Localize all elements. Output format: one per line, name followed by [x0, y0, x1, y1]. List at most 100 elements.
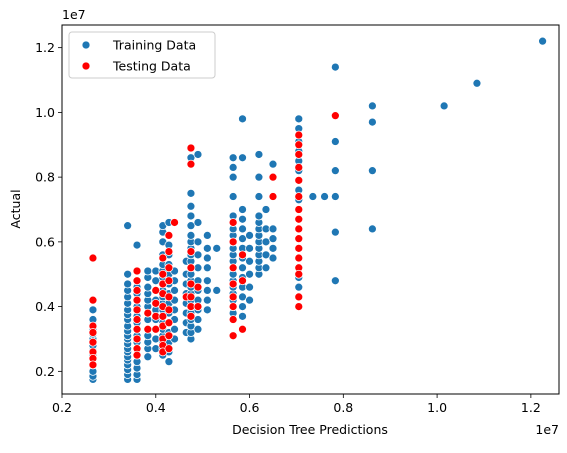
data-point [368, 224, 377, 234]
data-point [164, 331, 174, 341]
legend: Training Data Testing Data [68, 31, 216, 79]
data-point [228, 315, 238, 324]
data-point [294, 234, 304, 244]
data-point [158, 253, 168, 263]
data-point [132, 305, 142, 315]
data-point [294, 205, 304, 214]
data-point [254, 150, 264, 159]
data-point [158, 311, 168, 321]
y-axis-ticks: 0.2 0.4 0.6 0.8 1.0 1.2 [35, 40, 62, 379]
x-tick-label: 0.6 [240, 400, 260, 415]
data-point [228, 218, 238, 227]
data-point [212, 286, 222, 295]
data-point [368, 166, 377, 176]
data-point [88, 328, 98, 337]
data-point [261, 263, 271, 273]
data-point [238, 205, 247, 214]
chart-markers [88, 36, 547, 384]
data-point [330, 227, 340, 237]
legend-label-testing: Testing Data [112, 59, 191, 74]
data-point [202, 295, 212, 305]
data-point [164, 276, 174, 286]
y-tick-label: 1.2 [35, 40, 55, 55]
data-point [186, 221, 196, 231]
data-point [186, 159, 196, 169]
data-point [202, 276, 212, 286]
data-point [143, 308, 153, 318]
data-point [132, 286, 142, 295]
data-point [88, 253, 98, 263]
data-point [330, 192, 340, 201]
data-point [186, 292, 196, 302]
y-tick-label: 0.8 [35, 170, 55, 185]
x-tick-label: 0.4 [146, 400, 166, 415]
data-point [308, 192, 318, 201]
data-point [294, 253, 304, 263]
data-point [202, 243, 212, 253]
data-point [132, 266, 142, 276]
data-point [88, 305, 98, 315]
data-point [245, 243, 254, 253]
data-point [294, 224, 304, 234]
data-point [186, 279, 196, 289]
x-axis-offset-label: 1e7 [535, 422, 559, 437]
data-point [202, 263, 212, 273]
data-point [238, 311, 247, 321]
data-point [245, 282, 254, 292]
data-point [268, 159, 278, 169]
data-point [294, 282, 304, 292]
data-point [330, 137, 340, 146]
data-point [193, 250, 203, 260]
series-testing [88, 111, 340, 370]
data-point [193, 218, 203, 227]
data-point [294, 302, 304, 311]
data-point [193, 302, 203, 311]
data-point [268, 243, 278, 253]
data-point [228, 163, 238, 172]
data-point [254, 192, 264, 201]
data-point [88, 337, 98, 347]
data-point [238, 250, 247, 260]
data-point [123, 269, 133, 279]
data-point [228, 302, 238, 311]
data-point [228, 331, 238, 341]
data-point [164, 344, 174, 354]
data-point [186, 311, 196, 321]
data-point [202, 286, 212, 295]
data-point [294, 114, 304, 124]
data-point [294, 269, 304, 279]
data-point [228, 192, 238, 201]
data-point [330, 111, 340, 121]
legend-label-training: Training Data [112, 38, 196, 53]
data-point [164, 357, 174, 367]
data-point [238, 214, 247, 224]
data-point [132, 350, 142, 360]
data-point [268, 234, 278, 244]
data-point [186, 247, 196, 256]
data-point [238, 224, 247, 234]
data-point [132, 315, 142, 324]
data-point [164, 231, 174, 240]
data-point [238, 153, 247, 163]
data-point [254, 211, 264, 221]
data-point [186, 263, 196, 273]
data-point [228, 172, 238, 182]
data-point [193, 282, 203, 292]
data-point [538, 36, 547, 46]
plot-area-frame [61, 24, 560, 395]
x-tick-label: 0.2 [52, 400, 72, 415]
data-point [164, 247, 174, 256]
data-point [245, 231, 254, 240]
data-point [170, 218, 179, 227]
data-point [151, 276, 161, 286]
data-point [202, 305, 212, 315]
data-point [268, 172, 278, 182]
data-point [151, 324, 161, 334]
legend-box [68, 31, 216, 79]
y-tick-label: 0.6 [35, 234, 55, 249]
data-point [261, 237, 271, 247]
data-point [238, 263, 247, 273]
legend-marker-testing [81, 61, 91, 71]
y-axis-offset-label: 1e7 [62, 7, 86, 22]
